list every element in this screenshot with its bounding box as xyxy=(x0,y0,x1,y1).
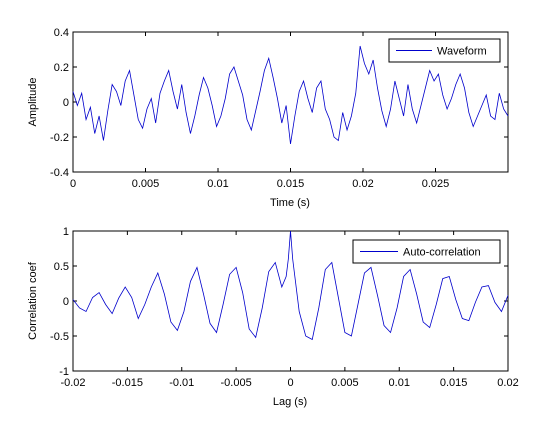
waveform-x-tick-label: 0.015 xyxy=(277,178,305,190)
autocorrelation-y-tick-label: 0.5 xyxy=(54,261,69,273)
autocorrelation-x-tick-label: 0.015 xyxy=(440,377,468,389)
autocorrelation-legend-box xyxy=(352,239,501,264)
autocorrelation-x-tick-label: -0.005 xyxy=(221,377,252,389)
autocorrelation-x-tick-label: -0.02 xyxy=(60,377,85,389)
waveform-legend-label: Waveform xyxy=(437,46,487,58)
autocorrelation-y-tick-label: -0.5 xyxy=(50,331,69,343)
waveform-y-tick-label: 0.2 xyxy=(54,62,69,74)
autocorrelation-x-tick-label: 0.005 xyxy=(331,377,359,389)
waveform-series-line xyxy=(72,45,509,145)
autocorrelation-x-tick-label: 0.01 xyxy=(389,377,410,389)
autocorrelation-legend-label: Auto-correlation xyxy=(403,247,481,259)
waveform-y-tick-label: -0.4 xyxy=(50,167,69,179)
autocorrelation-y-axis-label: Correlation coef xyxy=(27,261,39,340)
waveform-legend-box xyxy=(388,38,501,63)
autocorrelation-plot: -0.02 -0.015 -0.01 -0.005 0 0.005 0.01 0.015 0.0… xyxy=(27,226,519,408)
autocorrelation-x-tick-label: 0 xyxy=(287,377,293,389)
waveform-y-tick-label: 0.4 xyxy=(54,27,69,39)
autocorrelation-series-line xyxy=(72,230,509,341)
waveform-legend: Waveform xyxy=(388,38,501,63)
waveform-y-tick-label: -0.2 xyxy=(50,132,69,144)
waveform-x-axis-label: Time (s) xyxy=(270,197,310,209)
autocorrelation-x-tick-label: -0.01 xyxy=(169,377,194,389)
waveform-x-ticks: 0 0.005 0.01 0.015 0.02 0.025 xyxy=(70,32,449,190)
waveform-x-tick-label: 0.02 xyxy=(352,178,373,190)
waveform-x-tick-label: 0.005 xyxy=(132,178,160,190)
autocorrelation-x-ticks: -0.02 -0.015 -0.01 -0.005 0 0.005 0.01 0.015 0.0… xyxy=(60,231,519,389)
waveform-y-ticks: -0.4 -0.2 0 0.2 0.4 xyxy=(50,27,508,179)
waveform-plot: 0 0.005 0.01 0.015 0.02 0.025 -0.4 -0.2 0 0.2 0.4… xyxy=(27,27,509,209)
waveform-x-tick-label: 0 xyxy=(70,178,76,190)
waveform-y-axis-label: Amplitude xyxy=(27,78,39,127)
autocorrelation-y-tick-label: 1 xyxy=(63,226,69,238)
autocorrelation-y-tick-label: -1 xyxy=(59,366,69,378)
autocorrelation-y-tick-label: 0 xyxy=(63,296,69,308)
autocorrelation-y-ticks: -1 -0.5 0 0.5 1 xyxy=(50,226,508,378)
waveform-x-tick-label: 0.025 xyxy=(422,178,450,190)
waveform-x-tick-label: 0.01 xyxy=(207,178,228,190)
autocorrelation-x-tick-label: 0.02 xyxy=(497,377,518,389)
waveform-y-tick-label: 0 xyxy=(63,97,69,109)
autocorrelation-x-tick-label: -0.015 xyxy=(112,377,143,389)
autocorrelation-x-axis-label: Lag (s) xyxy=(273,396,307,408)
autocorrelation-legend: Auto-correlation xyxy=(352,239,501,264)
